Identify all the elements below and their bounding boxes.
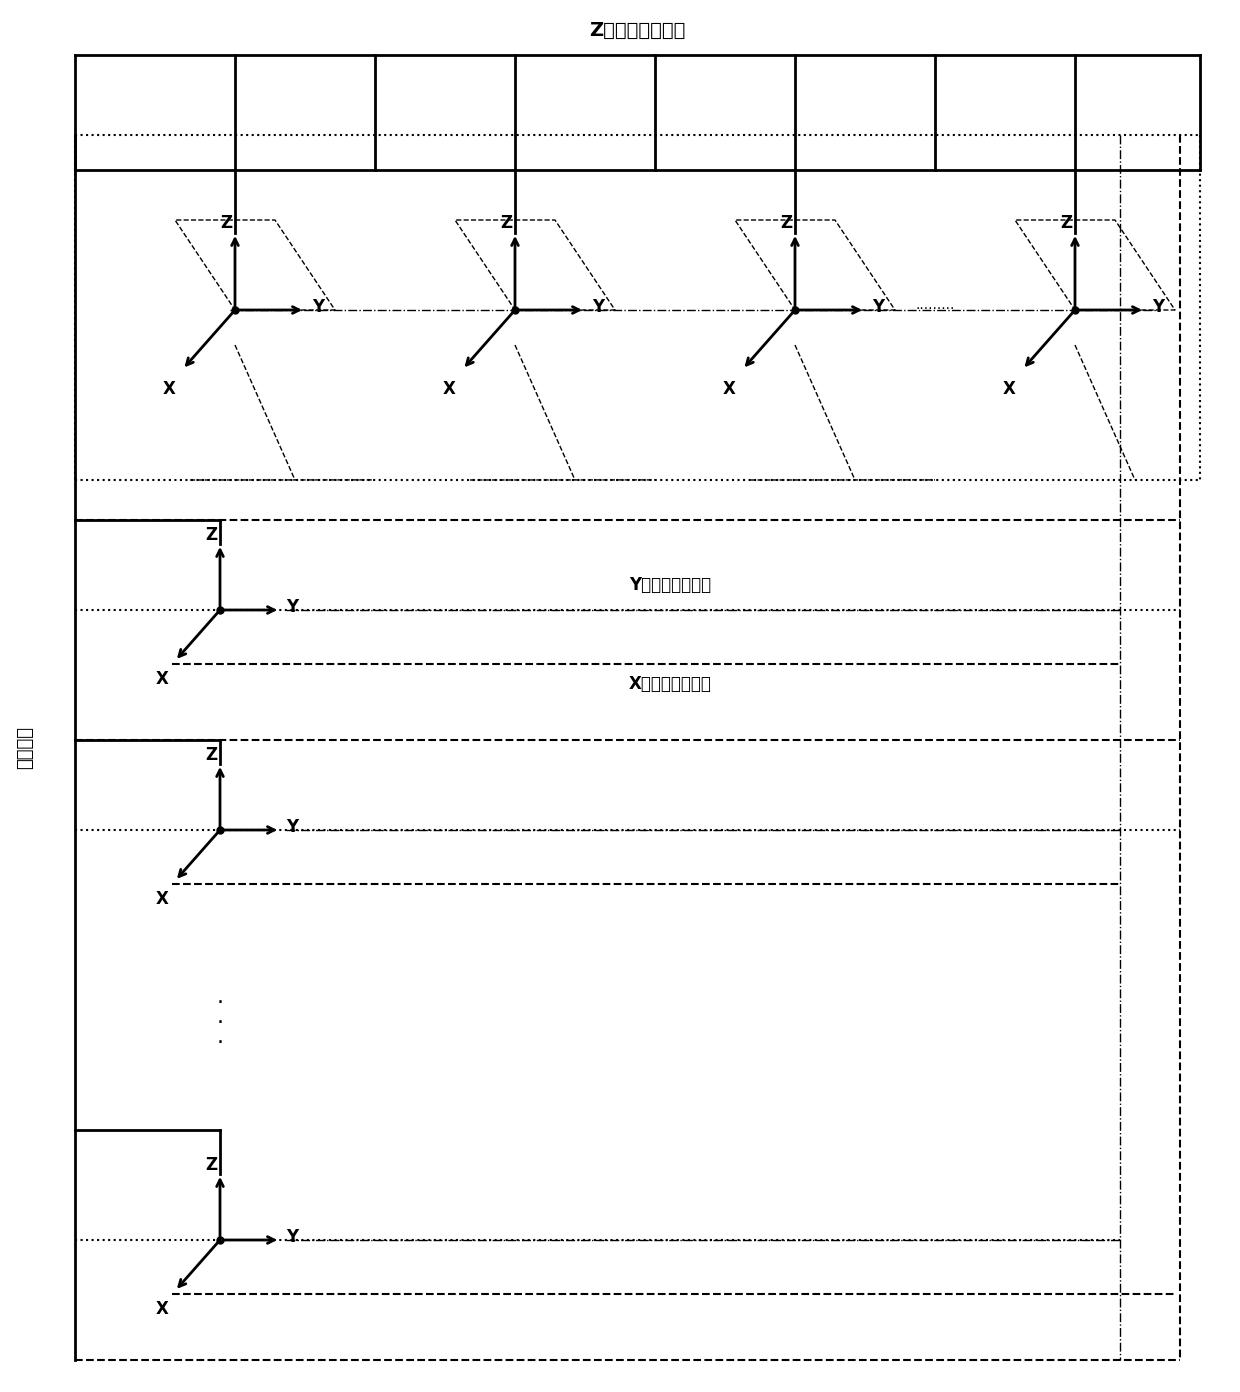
Text: X: X: [443, 380, 455, 398]
Text: .: .: [217, 1006, 223, 1027]
Text: .: .: [217, 987, 223, 1006]
Text: X轴方向声速子阵: X轴方向声速子阵: [629, 675, 712, 693]
Text: X: X: [723, 380, 735, 398]
Text: Z: Z: [780, 213, 792, 231]
Text: Y: Y: [1152, 298, 1164, 316]
Text: X: X: [1003, 380, 1016, 398]
Text: X: X: [156, 670, 169, 688]
Text: Y: Y: [872, 298, 884, 316]
Text: Z: Z: [219, 213, 232, 231]
Text: Z: Z: [205, 746, 217, 764]
Text: Y: Y: [286, 599, 298, 617]
Text: Z轴方向声速子阵: Z轴方向声速子阵: [589, 21, 686, 39]
Text: X: X: [156, 1300, 169, 1318]
Text: Y: Y: [286, 1228, 298, 1246]
Text: Y: Y: [591, 298, 604, 316]
Text: Z: Z: [1060, 213, 1073, 231]
Text: Z: Z: [205, 526, 217, 544]
Text: X: X: [162, 380, 176, 398]
Text: .........: .........: [915, 298, 955, 312]
Text: Y: Y: [286, 818, 298, 837]
Text: Z: Z: [205, 1155, 217, 1173]
Text: Y: Y: [312, 298, 324, 316]
Text: Z: Z: [500, 213, 512, 231]
Text: X: X: [156, 889, 169, 908]
Text: Y轴方向声速子阵: Y轴方向声速子阵: [629, 576, 711, 594]
Text: .: .: [217, 1027, 223, 1047]
Text: 声压子阵: 声压子阵: [16, 727, 33, 768]
